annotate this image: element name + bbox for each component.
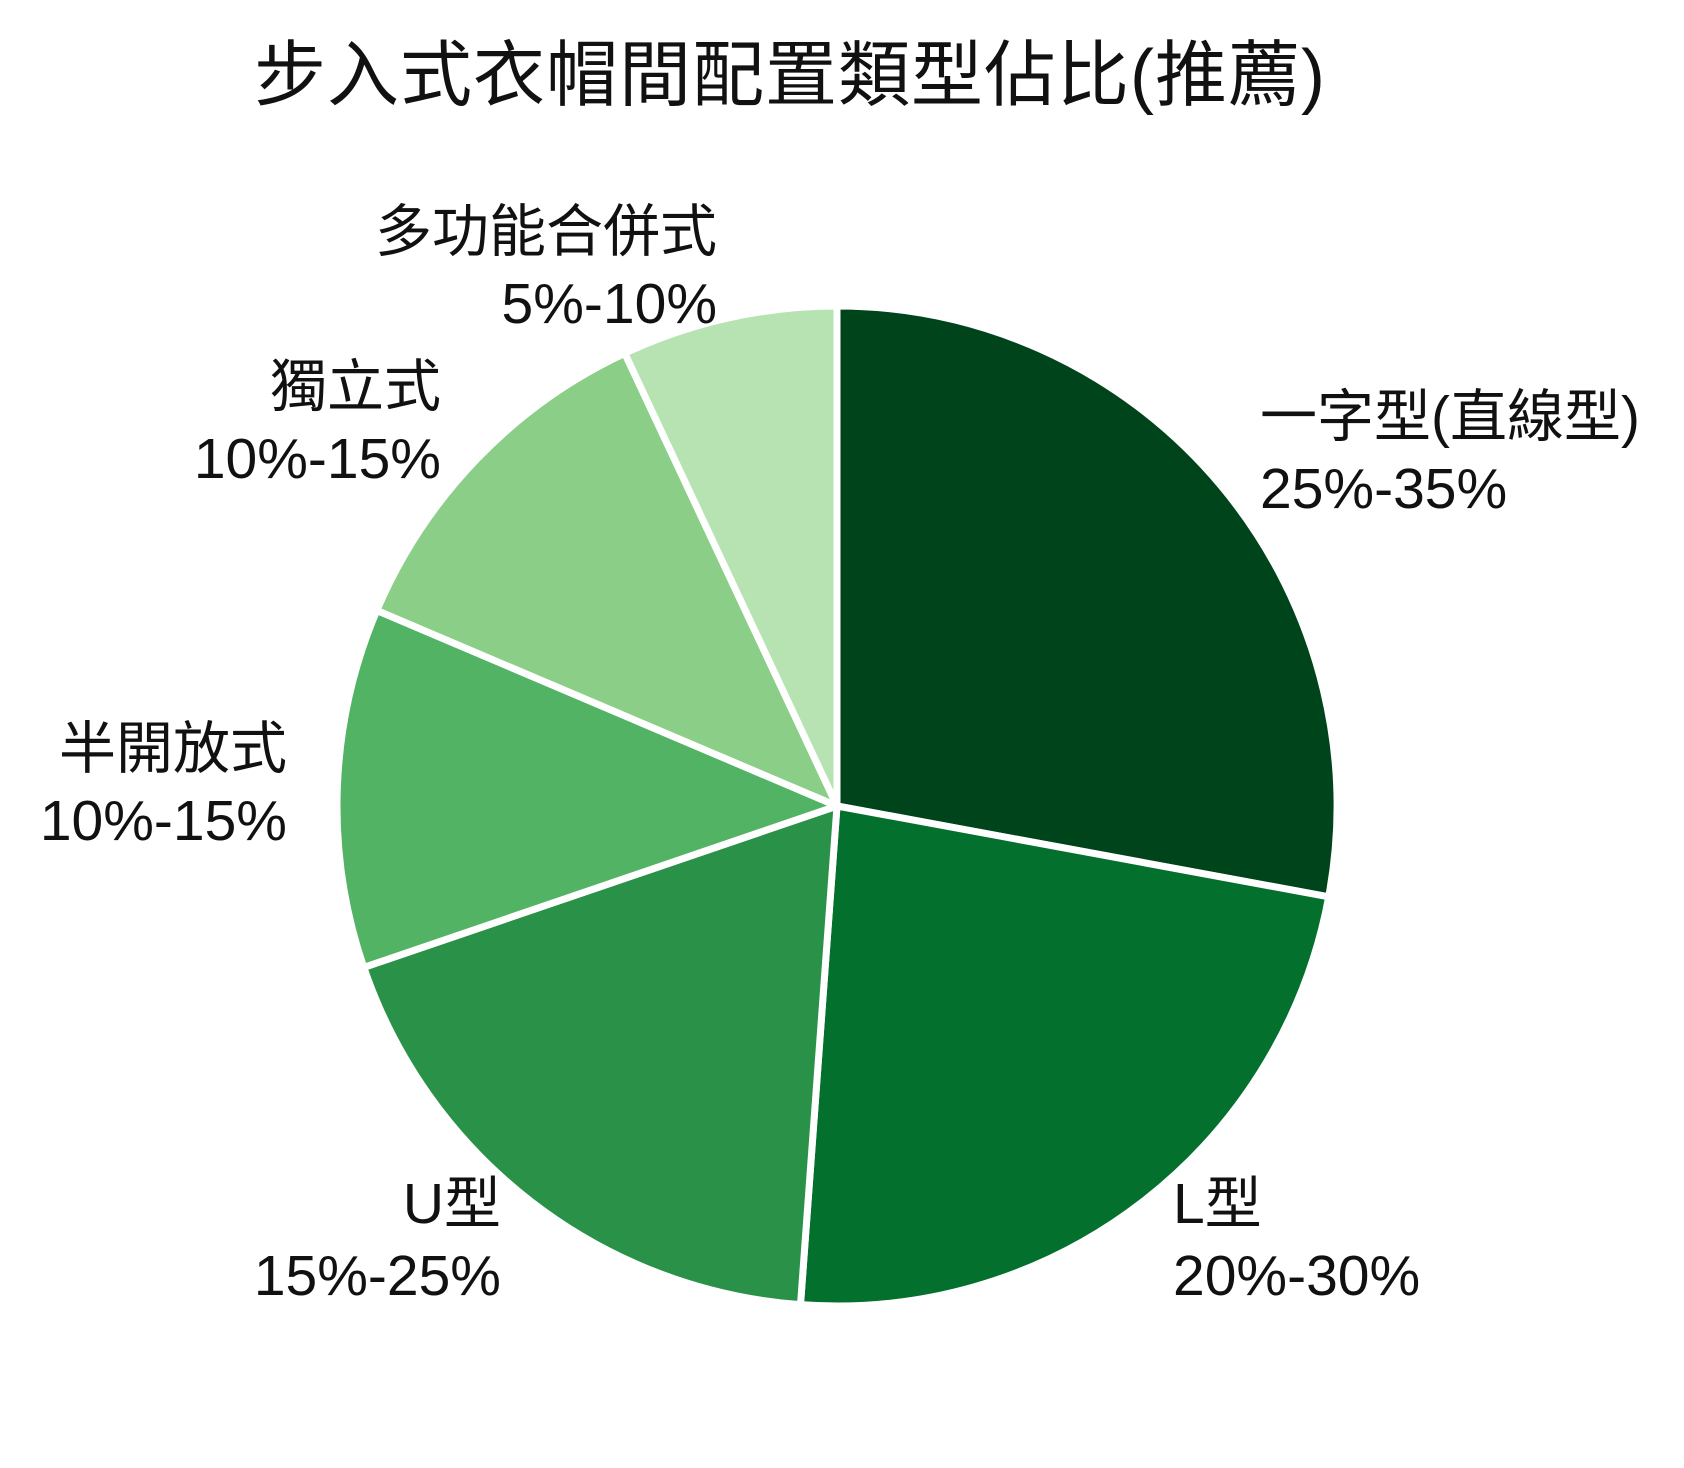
- pie-slice-1: [797, 802, 1333, 1310]
- pie-slices-group: [333, 302, 1341, 1310]
- slice-label-u-type: U型 15%-25%: [254, 1169, 501, 1313]
- pie-slice-0: [833, 302, 1341, 901]
- slice-label-value: 25%-35%: [1260, 457, 1508, 521]
- pie-slice-3: [333, 606, 841, 971]
- pie-slice-4: [373, 349, 841, 810]
- slice-label-straight-type: 一字型(直線型) 25%-35%: [1260, 382, 1640, 526]
- slice-label-text: 半開放式: [59, 717, 287, 782]
- slice-label-standalone: 獨立式 10%-15%: [194, 352, 441, 496]
- slice-label-text: L型: [1173, 1172, 1262, 1237]
- slice-label-multifunction: 多功能合併式 5%-10%: [375, 197, 717, 341]
- slice-label-value: 10%-15%: [39, 789, 287, 853]
- slice-label-value: 10%-15%: [193, 427, 441, 491]
- slice-label-semi-open: 半開放式 10%-15%: [40, 714, 287, 858]
- slice-label-text: 一字型(直線型): [1260, 385, 1640, 450]
- slice-label-text: 多功能合併式: [375, 200, 717, 265]
- pie-slice-5: [621, 302, 841, 810]
- slice-label-text: U型: [402, 1172, 501, 1237]
- slice-label-value: 15%-25%: [253, 1244, 501, 1308]
- slice-label-l-type: L型 20%-30%: [1173, 1169, 1420, 1313]
- slice-label-value: 5%-10%: [501, 272, 717, 336]
- chart-title: 步入式衣帽間配置類型佔比(推薦): [254, 36, 1326, 116]
- slice-label-value: 20%-30%: [1173, 1244, 1421, 1308]
- slice-label-text: 獨立式: [270, 355, 441, 420]
